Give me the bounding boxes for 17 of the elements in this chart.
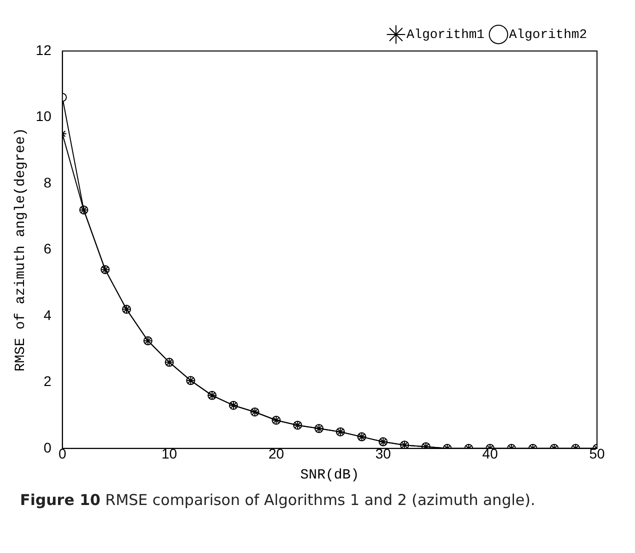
y-axis-title: RMSE of azimuth angle(degree)	[13, 128, 30, 372]
legend-label: Algorithm2	[508, 26, 588, 42]
x-tick-label: 30	[375, 446, 392, 462]
caption: Figure 10 RMSE comparison of Algorithms 1 and 2 (azimuth angle).	[20, 491, 536, 509]
x-axis-title: SNR(dB)	[300, 467, 360, 484]
y-tick-label: 10	[36, 108, 52, 124]
y-tick-label: 12	[36, 42, 52, 58]
x-tick-label: 40	[482, 446, 498, 462]
y-tick-label: 8	[44, 174, 52, 190]
y-tick-label: 2	[44, 373, 52, 390]
x-tick-label: 20	[268, 446, 284, 462]
y-tick-label: 6	[44, 240, 52, 257]
x-tick-label: 0	[58, 446, 66, 462]
x-tick-label: 50	[589, 446, 605, 462]
x-tick-label: 10	[162, 446, 178, 462]
legend-label: Algorithm1	[406, 26, 485, 42]
y-tick-label: 4	[44, 306, 52, 323]
